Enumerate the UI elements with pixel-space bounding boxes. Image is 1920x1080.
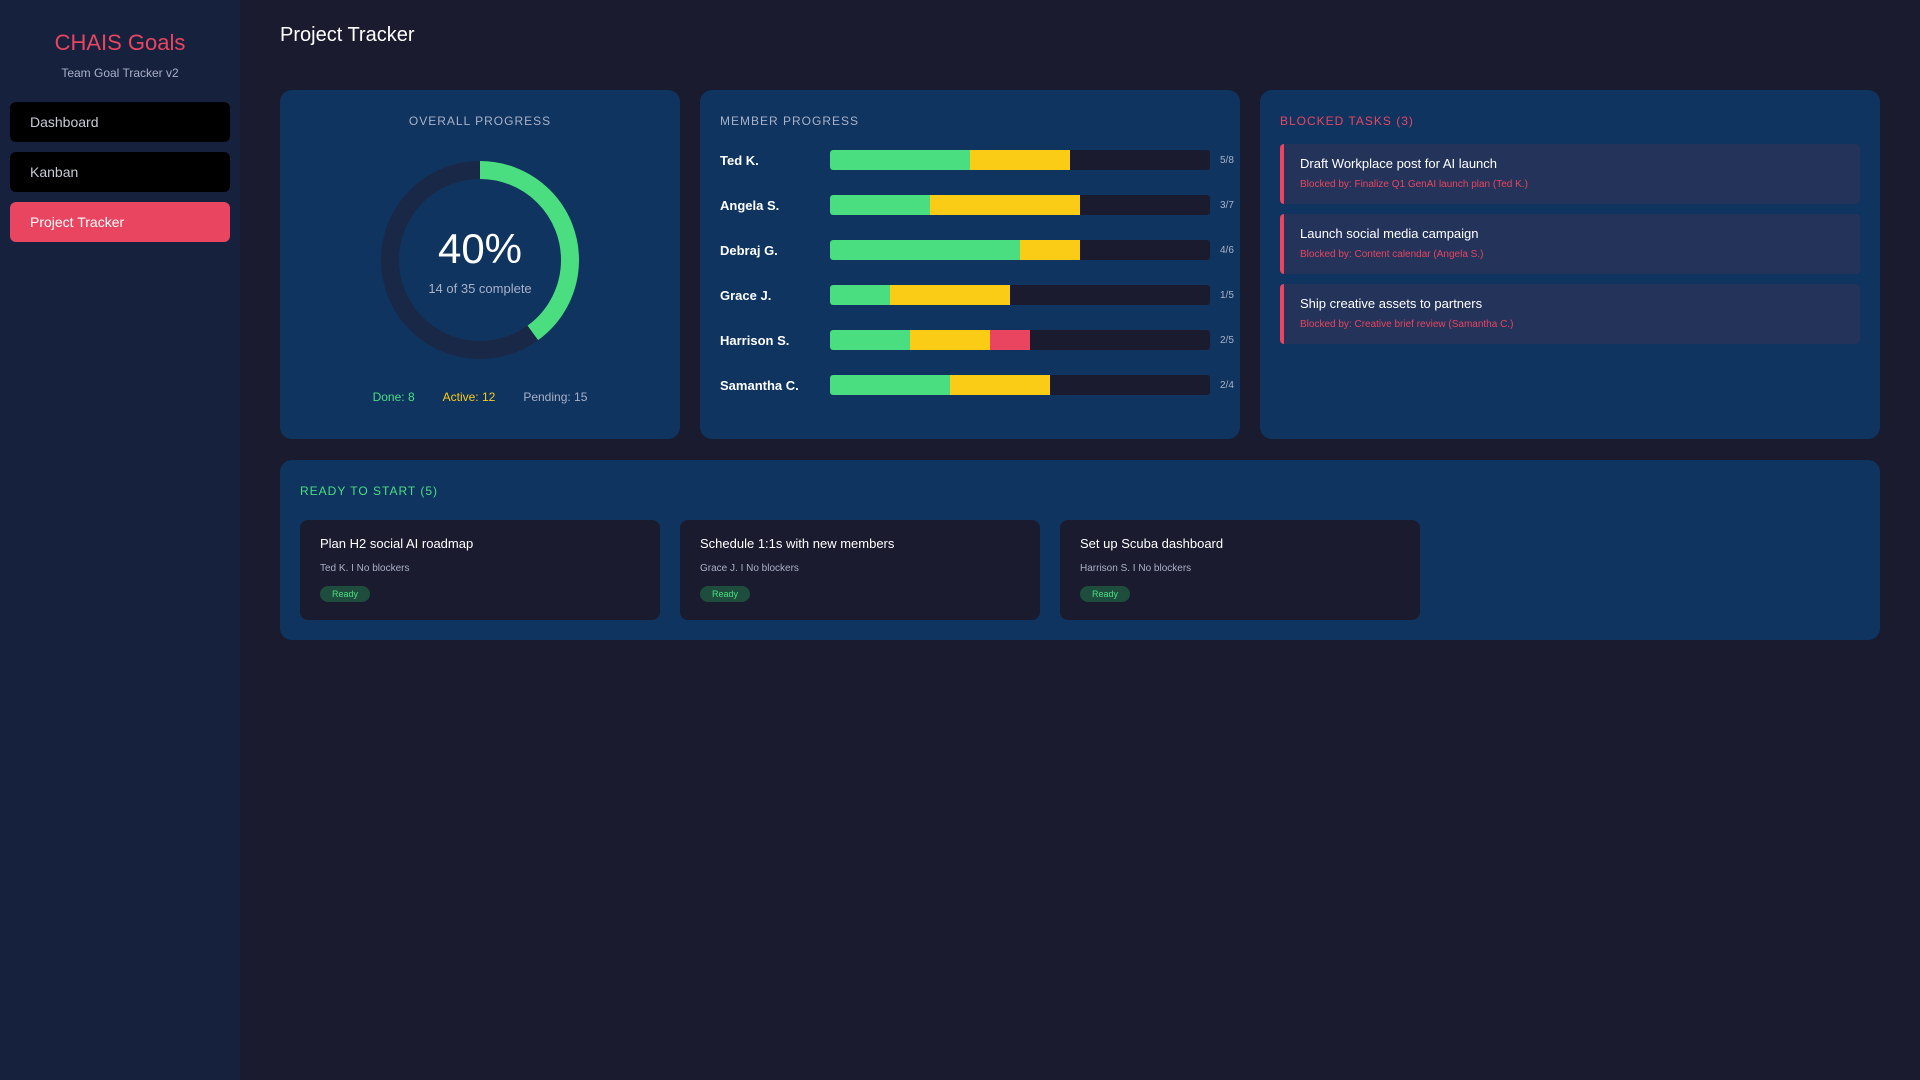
blocked-task-item[interactable]: Draft Workplace post for AI launch Block… bbox=[1280, 144, 1860, 204]
ready-status-badge: Ready bbox=[320, 586, 371, 602]
member-row: Angela S. 3/7 bbox=[720, 195, 1236, 215]
member-progress-bar bbox=[830, 150, 1210, 170]
progress-segment-done bbox=[830, 375, 951, 395]
progress-donut bbox=[381, 161, 579, 359]
ready-to-start-card: READY TO START (5) Plan H2 social AI roa… bbox=[280, 460, 1880, 640]
progress-segment-blocked bbox=[990, 330, 1031, 350]
member-name: Debraj G. bbox=[720, 242, 778, 258]
ready-task-meta: Harrison S. I No blockers bbox=[1080, 563, 1192, 574]
blocked-task-title: Draft Workplace post for AI launch bbox=[1300, 156, 1498, 171]
member-name: Angela S. bbox=[720, 197, 780, 213]
page-title: Project Tracker bbox=[280, 24, 415, 46]
member-row: Ted K. 5/8 bbox=[720, 150, 1236, 170]
ready-task-meta: Grace J. I No blockers bbox=[700, 563, 799, 574]
progress-complete-label: 14 of 35 complete bbox=[428, 280, 532, 296]
blocked-task-blocker: Blocked by: Finalize Q1 GenAI launch pla… bbox=[1300, 179, 1528, 190]
ready-task-card[interactable]: Schedule 1:1s with new members Grace J. … bbox=[680, 520, 1040, 620]
ready-status-badge: Ready bbox=[1080, 586, 1131, 602]
blocked-task-blocker: Blocked by: Creative brief review (Saman… bbox=[1300, 319, 1514, 330]
member-count: 1/5 bbox=[1220, 289, 1234, 301]
member-count: 2/4 bbox=[1220, 379, 1234, 391]
donut-progress-arc bbox=[381, 161, 579, 359]
member-count: 5/8 bbox=[1220, 154, 1234, 166]
progress-segment-active bbox=[969, 150, 1070, 170]
ready-task-title: Schedule 1:1s with new members bbox=[700, 536, 895, 551]
blocked-task-blocker: Blocked by: Content calendar (Angela S.) bbox=[1300, 249, 1484, 260]
brand-title: CHAIS Goals bbox=[54, 30, 186, 55]
overall-progress-card: OVERALL PROGRESS 40% 14 of 35 complete D… bbox=[280, 90, 680, 439]
member-progress-bar bbox=[830, 195, 1210, 215]
member-row: Grace J. 1/5 bbox=[720, 285, 1236, 305]
ready-status-badge: Ready bbox=[700, 586, 751, 602]
member-progress-bar bbox=[830, 375, 1210, 395]
ready-to-start-title: READY TO START (5) bbox=[300, 484, 439, 498]
member-name: Harrison S. bbox=[720, 332, 790, 348]
progress-percent: 40% bbox=[437, 224, 523, 272]
sidebar-item-project-tracker[interactable]: Project Tracker bbox=[10, 202, 230, 242]
member-progress-bar bbox=[830, 330, 1210, 350]
legend-active: Active: 12 bbox=[442, 390, 496, 404]
ready-task-card[interactable]: Plan H2 social AI roadmap Ted K. I No bl… bbox=[300, 520, 660, 620]
progress-segment-done bbox=[830, 195, 930, 215]
blocked-tasks-title: BLOCKED TASKS (3) bbox=[1280, 114, 1414, 128]
progress-segment-active bbox=[929, 195, 1081, 215]
progress-segment-done bbox=[830, 150, 970, 170]
sidebar-item-kanban[interactable]: Kanban bbox=[10, 152, 230, 192]
member-count: 3/7 bbox=[1220, 199, 1234, 211]
member-row: Debraj G. 4/6 bbox=[720, 240, 1236, 260]
progress-segment-done bbox=[830, 285, 891, 305]
member-count: 2/5 bbox=[1220, 334, 1234, 346]
ready-task-title: Set up Scuba dashboard bbox=[1080, 536, 1224, 551]
member-name: Grace J. bbox=[720, 287, 772, 303]
ready-task-card[interactable]: Set up Scuba dashboard Harrison S. I No … bbox=[1060, 520, 1420, 620]
donut-center: 40% 14 of 35 complete bbox=[380, 160, 580, 360]
member-name: Ted K. bbox=[720, 152, 759, 168]
blocked-task-title: Launch social media campaign bbox=[1300, 226, 1479, 241]
ready-task-title: Plan H2 social AI roadmap bbox=[320, 536, 474, 551]
progress-segment-active bbox=[950, 375, 1051, 395]
ready-task-meta: Ted K. I No blockers bbox=[320, 563, 410, 574]
sidebar-item-dashboard[interactable]: Dashboard bbox=[10, 102, 230, 142]
sidebar: CHAIS Goals Team Goal Tracker v2 Dashboa… bbox=[0, 0, 240, 1080]
sidebar-nav: Dashboard Kanban Project Tracker bbox=[0, 102, 240, 242]
legend-done: Done: 8 bbox=[372, 390, 415, 404]
blocked-tasks-card: BLOCKED TASKS (3) Draft Workplace post f… bbox=[1260, 90, 1880, 439]
blocked-task-title: Ship creative assets to partners bbox=[1300, 296, 1483, 311]
member-row: Samantha C. 2/4 bbox=[720, 375, 1236, 395]
progress-segment-active bbox=[1020, 240, 1081, 260]
main-content: Project Tracker OVERALL PROGRESS 40% 14 … bbox=[240, 0, 1920, 1080]
member-count: 4/6 bbox=[1220, 244, 1234, 256]
progress-segment-active bbox=[890, 285, 1011, 305]
member-progress-bar bbox=[830, 285, 1210, 305]
member-progress-bar bbox=[830, 240, 1210, 260]
member-name: Samantha C. bbox=[720, 377, 799, 393]
member-row: Harrison S. 2/5 bbox=[720, 330, 1236, 350]
progress-legend: Done: 8 Active: 12 Pending: 15 bbox=[280, 390, 680, 404]
progress-segment-active bbox=[910, 330, 991, 350]
brand-subtitle: Team Goal Tracker v2 bbox=[61, 66, 179, 80]
member-progress-card: MEMBER PROGRESS Ted K. 5/8 Angela S. 3/7 Deb… bbox=[700, 90, 1240, 439]
blocked-task-item[interactable]: Launch social media campaign Blocked by:… bbox=[1280, 214, 1860, 274]
overall-progress-title: OVERALL PROGRESS bbox=[408, 114, 552, 128]
member-progress-title: MEMBER PROGRESS bbox=[720, 114, 860, 128]
progress-segment-done bbox=[830, 330, 911, 350]
legend-pending: Pending: 15 bbox=[523, 390, 588, 404]
blocked-task-item[interactable]: Ship creative assets to partners Blocked… bbox=[1280, 284, 1860, 344]
progress-segment-done bbox=[830, 240, 1020, 260]
